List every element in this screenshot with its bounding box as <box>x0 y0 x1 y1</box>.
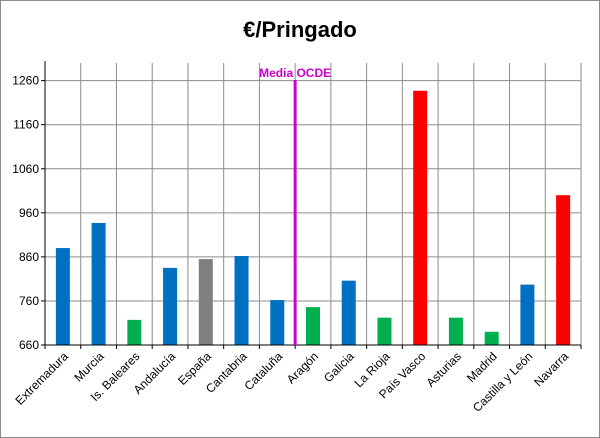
bar <box>55 248 70 345</box>
x-tick-label: Asturias <box>423 349 464 390</box>
bar <box>127 319 142 345</box>
bar <box>484 331 499 345</box>
reference-line-group: Media OCDE <box>259 66 331 345</box>
x-tick-label: Navarra <box>531 349 571 389</box>
y-tick-label: 660 <box>19 338 39 352</box>
y-tick-label: 760 <box>19 294 39 308</box>
reference-line-label: Media OCDE <box>259 66 331 80</box>
chart-title: €/Pringado <box>243 17 357 42</box>
bars <box>55 90 571 346</box>
bar <box>306 307 320 345</box>
bar <box>341 280 356 345</box>
x-tick-label: Extremadura <box>13 349 72 408</box>
bar <box>234 255 249 345</box>
bar <box>520 284 535 345</box>
grid <box>45 63 582 346</box>
axes <box>41 61 582 349</box>
y-tick-label: 960 <box>19 206 39 220</box>
bar <box>556 195 571 345</box>
x-tick-label: Cataluña <box>242 349 286 393</box>
y-tick-label: 1260 <box>12 74 39 88</box>
bar <box>163 267 178 345</box>
bar <box>198 259 213 345</box>
bar <box>448 317 463 345</box>
y-tick-label: 1060 <box>12 162 39 176</box>
y-tick-label: 860 <box>19 250 39 264</box>
y-tick-label: 1160 <box>13 118 39 132</box>
bar <box>270 300 285 345</box>
bar <box>377 317 392 345</box>
x-tick-label: Aragón <box>284 349 321 386</box>
bar <box>91 222 106 345</box>
bar <box>413 90 428 346</box>
